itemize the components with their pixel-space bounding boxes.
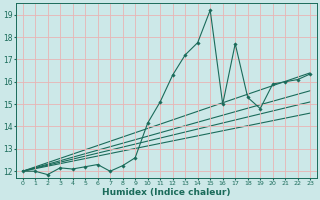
X-axis label: Humidex (Indice chaleur): Humidex (Indice chaleur) <box>102 188 231 197</box>
